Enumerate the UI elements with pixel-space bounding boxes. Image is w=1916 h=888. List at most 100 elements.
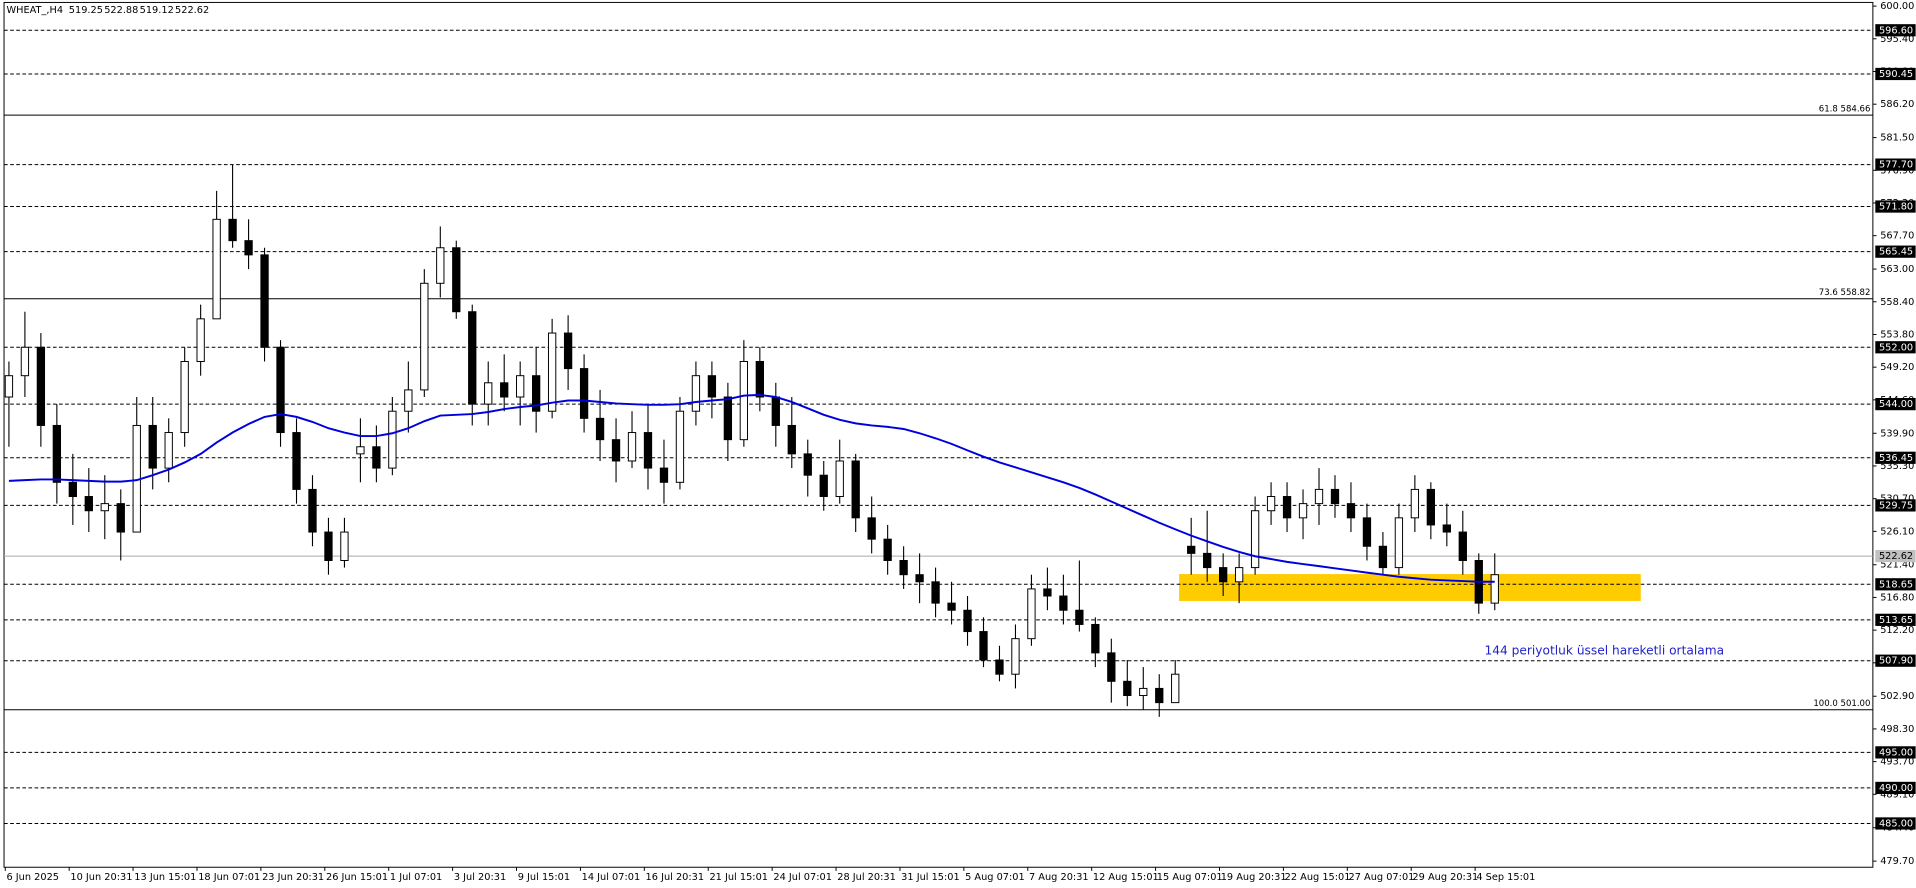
- candle-body: [883, 538, 892, 561]
- candle-body: [787, 424, 796, 455]
- y-tick-label: 549.20: [1880, 362, 1914, 373]
- candle: [643, 404, 653, 490]
- candle-body: [116, 503, 125, 533]
- y-tick-label: 576.90: [1880, 165, 1914, 176]
- candle: [100, 475, 109, 540]
- candle-body: [484, 382, 493, 405]
- y-tick-label: 526.10: [1880, 526, 1914, 537]
- candle-body: [899, 559, 908, 576]
- level-label: 577.70: [1879, 160, 1913, 171]
- candle: [851, 453, 860, 533]
- candle: [755, 347, 764, 412]
- level-label: 590.45: [1879, 69, 1913, 80]
- candle: [500, 354, 509, 412]
- plot-area: [3, 1, 1874, 868]
- candle: [1187, 517, 1196, 575]
- candle-body: [356, 446, 365, 455]
- fib-label: 73.6 558.82: [1819, 288, 1871, 298]
- candle-body: [547, 332, 557, 412]
- candle-body: [739, 360, 749, 441]
- candle: [1171, 659, 1180, 704]
- candle-body: [995, 659, 1004, 675]
- y-tick-label: 521.40: [1880, 560, 1914, 571]
- candle: [1282, 482, 1292, 533]
- candle-body: [627, 432, 637, 462]
- header-open: 519.25: [69, 5, 103, 16]
- y-tick-label: 558.40: [1880, 297, 1914, 308]
- candle-body: [468, 311, 477, 405]
- x-tick-label: 7 Aug 20:31: [1029, 872, 1089, 883]
- candle: [787, 397, 796, 469]
- x-tick-label: 4 Sep 15:01: [1476, 872, 1535, 883]
- candle-body: [516, 375, 525, 398]
- x-tick-label: 1 Jul 07:01: [390, 872, 442, 883]
- candle-body: [52, 424, 62, 483]
- x-tick-label: 10 Jun 20:31: [70, 872, 132, 883]
- candle-body: [1298, 503, 1308, 519]
- candle-body: [1442, 524, 1451, 533]
- candle: [979, 617, 988, 668]
- candle-body: [500, 382, 509, 398]
- candle: [116, 489, 125, 561]
- y-tick-label: 567.70: [1880, 231, 1914, 242]
- candle: [228, 164, 237, 248]
- candle-body: [1075, 609, 1084, 625]
- candle: [308, 475, 317, 547]
- candle-body: [68, 481, 77, 498]
- candle-body: [4, 375, 14, 398]
- candle-body: [563, 332, 573, 370]
- level-label: 490.00: [1879, 783, 1913, 794]
- candle: [1458, 510, 1467, 575]
- candle-body: [164, 432, 173, 469]
- candle-body: [979, 631, 988, 661]
- candle: [452, 240, 461, 319]
- candle: [436, 226, 445, 298]
- candle-body: [1266, 496, 1276, 512]
- candle-body: [1059, 595, 1068, 611]
- candle-body: [388, 410, 397, 469]
- y-tick-label: 502.90: [1880, 691, 1914, 702]
- x-tick-label: 23 Jun 20:31: [262, 872, 324, 883]
- candle: [516, 361, 525, 426]
- level-box: [1875, 613, 1916, 626]
- candle-body: [1219, 567, 1228, 583]
- candle: [468, 304, 477, 426]
- candle: [707, 361, 717, 419]
- candle: [819, 460, 828, 511]
- x-tick-label: 31 Jul 15:01: [901, 872, 960, 883]
- candle-body: [308, 488, 317, 533]
- candle-body: [707, 375, 717, 398]
- candle: [356, 418, 365, 483]
- candle-body: [947, 602, 956, 611]
- level-box: [1875, 746, 1916, 759]
- candle: [1362, 503, 1372, 561]
- candle: [1155, 674, 1164, 717]
- y-tick-label: 489.10: [1880, 789, 1914, 800]
- candle: [372, 425, 381, 483]
- candle: [276, 340, 285, 447]
- candle-body: [1314, 488, 1324, 505]
- candle-body: [579, 368, 589, 419]
- candle-body: [340, 531, 349, 561]
- candle: [947, 581, 956, 625]
- candle-body: [867, 517, 876, 540]
- header-close: 522.62: [175, 5, 209, 16]
- candle-body: [212, 218, 221, 320]
- candle: [899, 546, 908, 589]
- level-label: 495.00: [1879, 747, 1913, 758]
- candle-body: [1490, 574, 1499, 604]
- candle-body: [659, 467, 669, 483]
- y-tick-label: 479.70: [1880, 856, 1914, 867]
- candle-body: [771, 396, 780, 426]
- candle: [995, 645, 1004, 682]
- candle-body: [452, 247, 461, 313]
- candle-body: [228, 218, 237, 242]
- candle: [1330, 475, 1340, 518]
- x-tick-label: 24 Jul 07:01: [773, 872, 832, 883]
- candle-body: [1426, 488, 1436, 526]
- candle: [723, 382, 733, 461]
- level-label: 518.65: [1879, 579, 1913, 590]
- candle: [1314, 468, 1324, 525]
- candle-body: [819, 474, 828, 498]
